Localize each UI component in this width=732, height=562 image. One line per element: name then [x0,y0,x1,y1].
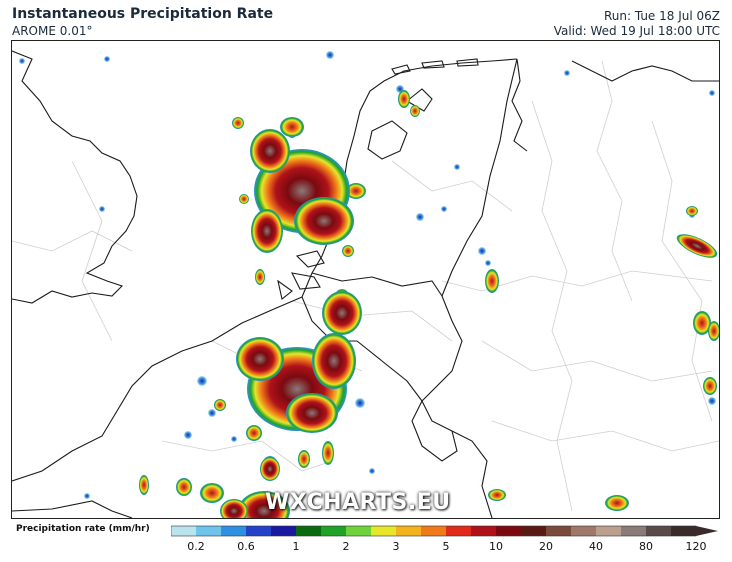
legend-swatch [621,526,647,536]
legend-swatch [421,526,447,536]
legend-label: Precipitation rate (mm/hr) [16,524,150,534]
legend-swatch [321,526,347,536]
model-label: AROME 0.01° [12,24,93,38]
legend-colorbar [171,525,718,537]
legend-extend-arrow [696,526,718,536]
legend-tick-label: 3 [392,540,400,553]
legend-tick-label: 0.2 [187,540,205,553]
run-time: Run: Tue 18 Jul 06Z [603,9,720,23]
legend-swatch [671,526,697,536]
legend-tick-label: 5 [442,540,450,553]
legend-tick-label: 80 [639,540,653,553]
heavy-precipitation [220,117,718,518]
watermark-logo: WXCHARTS.EU [265,490,451,515]
country-borders [12,50,719,518]
legend-tick-label: 120 [685,540,707,553]
light-precipitation [19,51,716,499]
legend-tick-label: 10 [489,540,503,553]
legend-swatch [396,526,422,536]
legend-swatch [521,526,547,536]
chart-title: Instantaneous Precipitation Rate [12,6,274,22]
precipitation-map [11,40,720,519]
legend-swatch [221,526,247,536]
legend-swatch [546,526,572,536]
valid-time: Valid: Wed 19 Jul 18:00 UTC [553,24,720,38]
map-canvas [12,50,719,518]
legend-swatch [296,526,322,536]
legend-swatch [646,526,672,536]
legend-tick-label: 20 [539,540,553,553]
legend-swatch [496,526,522,536]
legend-swatch [171,526,197,536]
legend-tick-label: 40 [589,540,603,553]
legend-swatch [596,526,622,536]
region-boundaries [12,60,719,512]
legend-swatch [271,526,297,536]
legend-swatch [471,526,497,536]
legend-swatch [196,526,222,536]
legend-swatch [246,526,272,536]
legend-swatch [346,526,372,536]
legend-tick-label: 2 [342,540,350,553]
legend-swatch [371,526,397,536]
legend-tick-label: 0.6 [237,540,255,553]
legend-swatch [446,526,472,536]
legend-swatch [571,526,597,536]
legend-tick-label: 1 [292,540,300,553]
